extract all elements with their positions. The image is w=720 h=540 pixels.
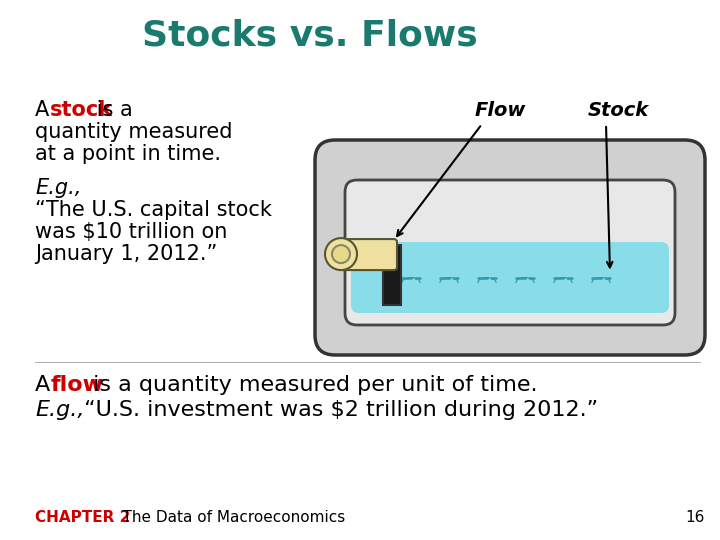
- Bar: [383, 245, 401, 305]
- Text: flow: flow: [51, 375, 104, 395]
- Text: at a point in time.: at a point in time.: [35, 144, 221, 164]
- Text: “The U.S. capital stock: “The U.S. capital stock: [35, 200, 272, 220]
- Text: Stock: Stock: [588, 100, 649, 119]
- Text: E.g.,: E.g.,: [35, 178, 81, 198]
- Circle shape: [325, 238, 357, 270]
- Circle shape: [332, 245, 350, 263]
- Text: The Data of Macroeconomics: The Data of Macroeconomics: [103, 510, 346, 525]
- FancyBboxPatch shape: [340, 239, 397, 270]
- FancyBboxPatch shape: [345, 180, 675, 325]
- Text: “U.S. investment was $2 trillion during 2012.”: “U.S. investment was $2 trillion during …: [77, 400, 598, 420]
- FancyBboxPatch shape: [351, 242, 669, 313]
- Text: was $10 trillion on: was $10 trillion on: [35, 222, 228, 242]
- Text: stock: stock: [50, 100, 113, 120]
- Text: 16: 16: [685, 510, 705, 525]
- Text: quantity measured: quantity measured: [35, 122, 233, 142]
- Text: CHAPTER 2: CHAPTER 2: [35, 510, 130, 525]
- Text: A: A: [35, 100, 56, 120]
- Text: is a: is a: [90, 100, 132, 120]
- Text: January 1, 2012.”: January 1, 2012.”: [35, 244, 217, 264]
- Text: Flow: Flow: [474, 100, 526, 119]
- Text: Stocks vs. Flows: Stocks vs. Flows: [142, 18, 478, 52]
- Text: is a quantity measured per unit of time.: is a quantity measured per unit of time.: [86, 375, 538, 395]
- Text: A: A: [35, 375, 58, 395]
- FancyBboxPatch shape: [315, 140, 705, 355]
- Text: E.g.,: E.g.,: [35, 400, 84, 420]
